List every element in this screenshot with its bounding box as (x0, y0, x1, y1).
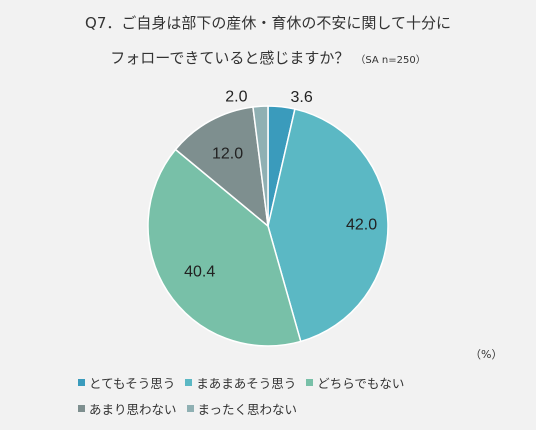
data-label-strongly-agree: 3.6 (290, 89, 312, 106)
data-label-somewhat-disagree: 12.0 (212, 145, 243, 162)
legend-item-somewhat-disagree: あまり思わない (78, 399, 177, 418)
legend-item-somewhat-agree: まあまあそう思う (185, 373, 296, 392)
data-label-somewhat-agree: 42.0 (346, 217, 377, 234)
pie-slice-neutral (147, 148, 302, 347)
legend-label: あまり思わない (89, 402, 177, 417)
legend-swatch (186, 405, 194, 412)
legend-label: まったく思わない (197, 402, 298, 417)
legend-item-neutral: どちらでもない (306, 373, 404, 392)
data-label-strongly-disagree: 2.0 (225, 88, 247, 105)
legend-label: どちらでもない (317, 376, 405, 391)
legend-label: まあまあそう思う (196, 376, 297, 391)
pie-slice-strongly-disagree (252, 105, 269, 227)
legend-swatch (185, 379, 193, 386)
pie-slice-somewhat-agree (267, 108, 389, 343)
legend-item-strongly-agree: とてもそう思う (78, 373, 175, 392)
legend-row: とてもそう思う まあまあそう思う どちらでもない (78, 373, 414, 392)
legend-item-strongly-disagree: まったく思わない (186, 399, 298, 418)
chart-title-line1: Q7．ご自身は部下の産休・育休の不安に関して十分に (85, 14, 451, 32)
data-label-neutral: 40.4 (184, 264, 215, 281)
legend-row: あまり思わない まったく思わない (78, 399, 414, 418)
chart-title-line2-wrap: フォローできていると感じますか？ （SA n=250） (0, 47, 536, 68)
pie-slice-somewhat-disagree (174, 106, 269, 228)
legend-swatch (78, 379, 85, 386)
unit-label: （%） (470, 348, 503, 361)
sample-note: （SA n=250） (355, 55, 426, 66)
chart-title-line2: フォローできていると感じますか？ (110, 49, 350, 67)
legend-label: とてもそう思う (89, 376, 176, 391)
legend-swatch (306, 379, 314, 386)
legend-swatch (78, 405, 85, 412)
legend: とてもそう思う まあまあそう思う どちらでもない あまり思わない まったく思わない (78, 373, 414, 425)
